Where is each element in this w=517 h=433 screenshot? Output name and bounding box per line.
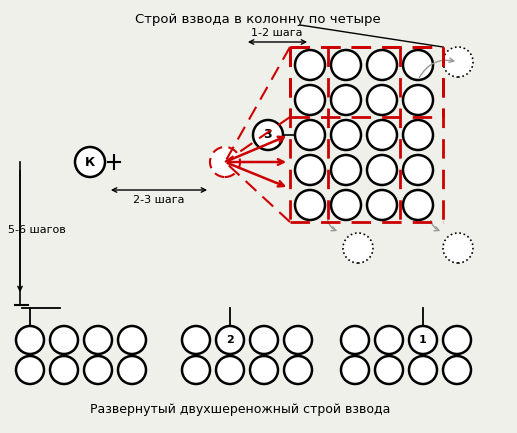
Circle shape	[50, 326, 78, 354]
Circle shape	[443, 326, 471, 354]
Circle shape	[403, 120, 433, 150]
Text: 3: 3	[264, 129, 272, 142]
Circle shape	[443, 356, 471, 384]
Circle shape	[409, 356, 437, 384]
Circle shape	[75, 147, 105, 177]
Circle shape	[250, 356, 278, 384]
Circle shape	[367, 155, 397, 185]
Circle shape	[50, 356, 78, 384]
Circle shape	[210, 147, 240, 177]
Circle shape	[16, 326, 44, 354]
Text: 2: 2	[226, 335, 234, 345]
Circle shape	[84, 356, 112, 384]
Circle shape	[295, 190, 325, 220]
Circle shape	[367, 190, 397, 220]
Circle shape	[182, 326, 210, 354]
Circle shape	[216, 326, 244, 354]
Text: Строй взвода в колонну по четыре: Строй взвода в колонну по четыре	[135, 13, 381, 26]
Circle shape	[367, 85, 397, 115]
Circle shape	[118, 326, 146, 354]
Circle shape	[253, 120, 283, 150]
Circle shape	[295, 155, 325, 185]
Text: К: К	[85, 155, 95, 168]
Circle shape	[367, 120, 397, 150]
Text: Развернутый двухшереножный строй взвода: Развернутый двухшереножный строй взвода	[90, 404, 390, 417]
Circle shape	[331, 85, 361, 115]
Circle shape	[375, 356, 403, 384]
Circle shape	[295, 50, 325, 80]
Circle shape	[367, 50, 397, 80]
Circle shape	[341, 356, 369, 384]
Circle shape	[182, 356, 210, 384]
Text: 2-3 шага: 2-3 шага	[133, 195, 185, 205]
Circle shape	[403, 50, 433, 80]
Circle shape	[295, 85, 325, 115]
Circle shape	[341, 326, 369, 354]
Circle shape	[343, 233, 373, 263]
Circle shape	[331, 190, 361, 220]
Circle shape	[443, 47, 473, 77]
Circle shape	[284, 356, 312, 384]
Circle shape	[403, 190, 433, 220]
Text: 1: 1	[419, 335, 427, 345]
Circle shape	[16, 356, 44, 384]
Circle shape	[443, 233, 473, 263]
Circle shape	[284, 326, 312, 354]
Circle shape	[331, 120, 361, 150]
Circle shape	[409, 326, 437, 354]
Circle shape	[403, 155, 433, 185]
Circle shape	[216, 356, 244, 384]
Circle shape	[250, 326, 278, 354]
Circle shape	[375, 326, 403, 354]
Circle shape	[118, 356, 146, 384]
Text: 1-2 шага: 1-2 шага	[251, 28, 303, 38]
Circle shape	[331, 50, 361, 80]
Circle shape	[331, 155, 361, 185]
Circle shape	[403, 85, 433, 115]
Circle shape	[84, 326, 112, 354]
Circle shape	[295, 120, 325, 150]
Text: 5-6 шагов: 5-6 шагов	[8, 225, 66, 235]
